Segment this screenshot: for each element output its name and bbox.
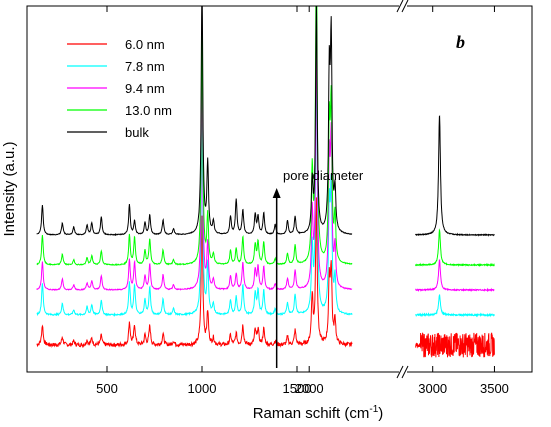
x-tick-label-500: 500: [96, 381, 118, 396]
x-tick-label-3000: 3000: [418, 381, 447, 396]
x-tick-label-1000: 1000: [188, 381, 217, 396]
series-line-9-4-nm-seg0: [36, 34, 353, 291]
series-line-6-0-nm-seg0: [36, 197, 353, 349]
pore-diameter-annotation: pore diameter: [272, 168, 364, 368]
axis-break-gap-top: [399, 2, 407, 10]
x-tick-label-3500: 3500: [480, 381, 509, 396]
series-line-7-8-nm-seg0: [36, 50, 353, 317]
series-line-bulk-seg1: [415, 115, 495, 237]
series-line-7-8-nm-seg1: [415, 294, 495, 318]
series-line-13-0-nm-seg0: [36, 6, 353, 266]
x-axis-title: Raman schift (cm-1): [253, 404, 384, 422]
legend-label-9-4-nm: 9.4 nm: [125, 81, 165, 96]
series-line-13-0-nm-seg1: [414, 228, 495, 268]
legend-label-13-0-nm: 13.0 nm: [125, 103, 172, 118]
legend-label-6-0-nm: 6.0 nm: [125, 37, 165, 52]
y-axis-title: Intensity (a.u.): [1, 141, 18, 236]
legend: 6.0 nm 7.8 nm 9.4 nm 13.0 nm bulk: [67, 37, 172, 140]
panel-label: b: [456, 32, 465, 52]
legend-label-bulk: bulk: [125, 125, 149, 140]
axis-break-slash-bottom: [401, 365, 409, 379]
series-line-9-4-nm-seg1: [415, 259, 495, 293]
axis-break-slash-top: [396, 0, 404, 13]
axis-break-slash-top: [401, 0, 409, 13]
x-tick-label-2000: 2000: [295, 381, 324, 396]
series-line-bulk-seg0: [36, 6, 353, 237]
axis-break-slash-bottom: [396, 365, 404, 379]
legend-label-7-8-nm: 7.8 nm: [125, 59, 165, 74]
series-line-6-0-nm-seg1: [415, 332, 495, 358]
axis-break-gap-bottom: [399, 368, 407, 376]
plot-frame: [26, 5, 533, 373]
series-layer: [36, 6, 495, 358]
annotation-label: pore diameter: [283, 168, 364, 183]
x-tick-label-1500: 1500: [283, 381, 312, 396]
axis-break-marks: [396, 0, 409, 379]
annotation-arrow-head: [272, 188, 281, 198]
